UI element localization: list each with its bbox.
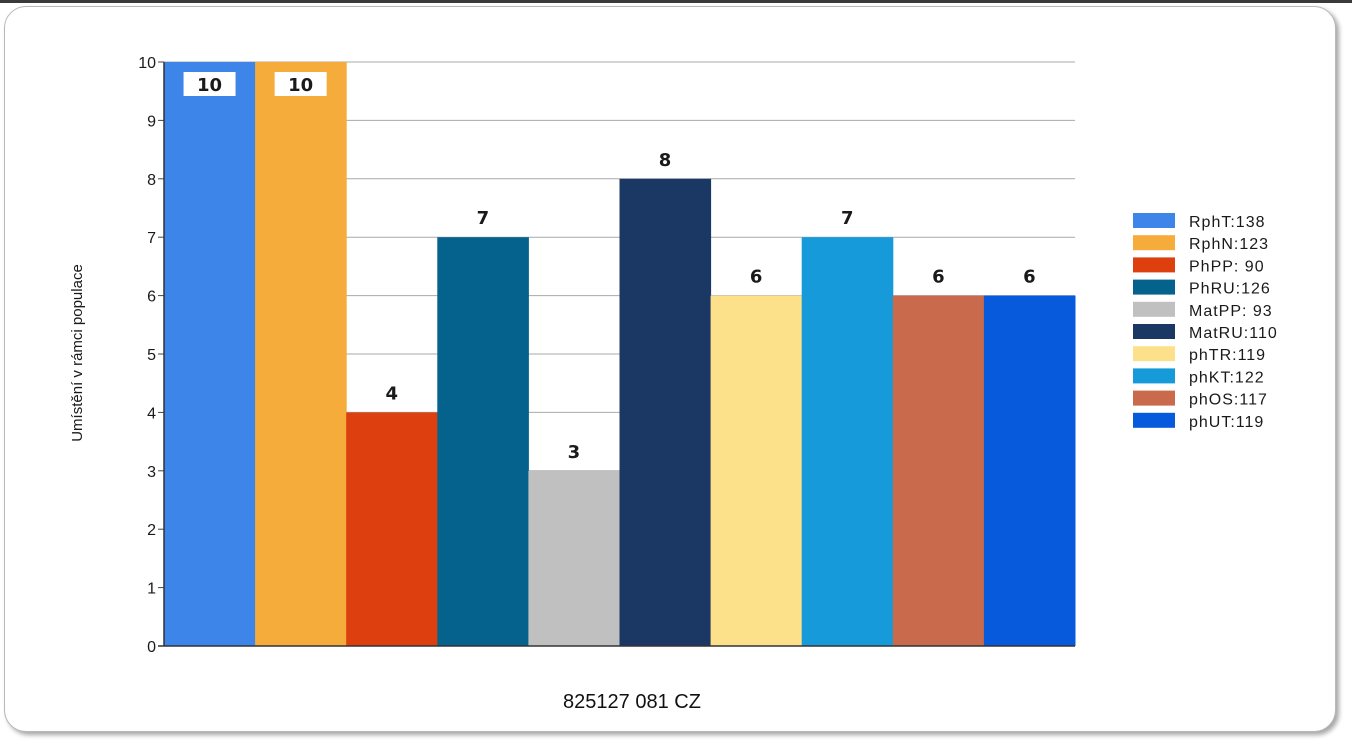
y-tick-labels: 0 1 2 3 4 5 6 7 8 9 10 bbox=[138, 55, 156, 656]
data-label: 7 bbox=[477, 208, 490, 229]
bar bbox=[437, 237, 529, 646]
legend-label: phKT:122 bbox=[1189, 369, 1265, 386]
y-axis-label: Umístění v rámci populace bbox=[69, 264, 86, 442]
legend-swatch bbox=[1133, 301, 1175, 317]
bar bbox=[983, 295, 1076, 646]
legend-label: phUT:119 bbox=[1189, 414, 1264, 431]
bar bbox=[346, 412, 438, 646]
y-tick-label: 10 bbox=[138, 55, 156, 72]
legend-label: phOS:117 bbox=[1189, 392, 1268, 409]
axes bbox=[158, 61, 1075, 647]
bar bbox=[255, 62, 347, 646]
legend-swatch bbox=[1133, 279, 1175, 295]
data-label: 3 bbox=[568, 442, 581, 463]
data-label: 8 bbox=[659, 150, 672, 171]
data-label: 6 bbox=[932, 267, 945, 288]
y-tick-label: 3 bbox=[147, 464, 156, 481]
legend-label: MatRU:110 bbox=[1189, 325, 1278, 342]
y-tick-label: 6 bbox=[147, 289, 156, 306]
y-tick-label: 4 bbox=[147, 405, 156, 422]
y-tick-label: 1 bbox=[147, 581, 156, 598]
data-label: 4 bbox=[385, 383, 398, 404]
legend-label: RphN:123 bbox=[1189, 236, 1269, 253]
y-tick-label: 0 bbox=[147, 639, 156, 656]
legend: RphT:138 RphN:123 PhPP: 90 PhRU:126 MatPP: 9… bbox=[1133, 213, 1278, 431]
legend-swatch bbox=[1133, 368, 1175, 384]
bar bbox=[892, 295, 985, 646]
y-tick-label: 9 bbox=[147, 113, 156, 130]
bar bbox=[619, 178, 712, 647]
bar bbox=[710, 295, 803, 646]
legend-label: PhPP: 90 bbox=[1189, 258, 1265, 275]
y-tick-label: 2 bbox=[147, 522, 156, 539]
bar bbox=[801, 237, 894, 646]
y-tick-label: 5 bbox=[147, 347, 156, 364]
bar bbox=[164, 62, 256, 646]
legend-swatch bbox=[1133, 390, 1175, 406]
bar bbox=[528, 470, 620, 646]
legend-swatch bbox=[1133, 235, 1175, 251]
data-label: 6 bbox=[750, 267, 763, 288]
window-top-border bbox=[0, 0, 1352, 3]
legend-label: MatPP: 93 bbox=[1189, 303, 1273, 320]
legend-swatch bbox=[1133, 213, 1175, 228]
legend-label: phTR:119 bbox=[1189, 347, 1266, 364]
legend-label: PhRU:126 bbox=[1189, 281, 1271, 298]
legend-label: RphT:138 bbox=[1189, 214, 1266, 231]
data-label: 10 bbox=[197, 75, 222, 96]
data-label: 7 bbox=[841, 208, 854, 229]
legend-swatch bbox=[1133, 346, 1175, 362]
data-label-box bbox=[183, 72, 236, 96]
legend-swatch bbox=[1133, 412, 1175, 428]
data-label: 10 bbox=[288, 75, 313, 96]
data-label: 6 bbox=[1023, 267, 1036, 288]
bars bbox=[164, 62, 1076, 647]
y-tick-label: 8 bbox=[147, 172, 156, 189]
data-labels: 10 10 4 7 3 8 6 7 6 6 bbox=[183, 72, 1036, 463]
x-axis-label: 825127 081 CZ bbox=[563, 691, 701, 713]
y-tick-label: 7 bbox=[147, 230, 156, 247]
legend-swatch bbox=[1133, 257, 1175, 273]
data-label-box bbox=[274, 72, 327, 96]
legend-swatch bbox=[1133, 324, 1175, 339]
